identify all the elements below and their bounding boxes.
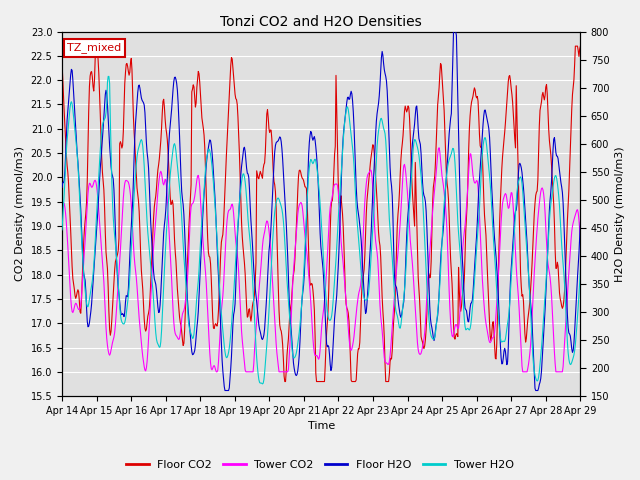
Text: TZ_mixed: TZ_mixed [67,43,122,53]
Y-axis label: H2O Density (mmol/m3): H2O Density (mmol/m3) [615,146,625,282]
Legend: Floor CO2, Tower CO2, Floor H2O, Tower H2O: Floor CO2, Tower CO2, Floor H2O, Tower H… [122,456,518,474]
X-axis label: Time: Time [308,421,335,432]
Y-axis label: CO2 Density (mmol/m3): CO2 Density (mmol/m3) [15,146,25,281]
Title: Tonzi CO2 and H2O Densities: Tonzi CO2 and H2O Densities [220,15,422,29]
